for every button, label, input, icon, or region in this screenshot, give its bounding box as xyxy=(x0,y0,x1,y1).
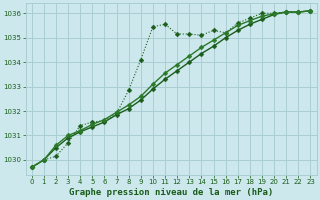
X-axis label: Graphe pression niveau de la mer (hPa): Graphe pression niveau de la mer (hPa) xyxy=(69,188,273,197)
